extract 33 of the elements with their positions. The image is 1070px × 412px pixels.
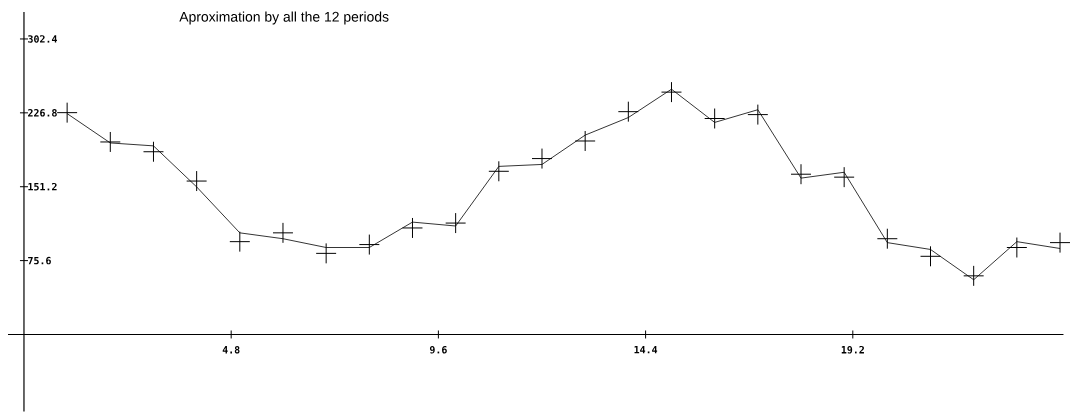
point: [229, 231, 251, 253]
point: [1006, 237, 1028, 258]
point: [704, 108, 726, 129]
point: [402, 217, 423, 239]
x-tick-label: 19.2: [841, 345, 864, 354]
chart-title: Aproximation by all the 12 periods: [179, 11, 389, 25]
point: [574, 130, 596, 152]
point: [876, 228, 898, 250]
point: [56, 102, 78, 124]
point: [186, 170, 208, 192]
point: [315, 242, 337, 264]
point: [488, 160, 510, 182]
y-tick-label: 302.4: [28, 35, 57, 43]
point: [272, 222, 294, 244]
point: [833, 166, 855, 188]
point: [531, 148, 553, 170]
point: [747, 104, 769, 126]
point: [963, 265, 985, 287]
point: [617, 101, 639, 123]
point: [99, 131, 121, 153]
point: [142, 141, 164, 163]
point: [661, 81, 682, 103]
x-tick-label: 9.6: [429, 345, 447, 354]
point: [358, 234, 380, 256]
point: [1049, 232, 1070, 254]
point: [920, 245, 941, 267]
x-tick-label: 14.4: [634, 345, 658, 354]
y-tick-label: 226.8: [28, 109, 57, 117]
point: [445, 212, 467, 234]
x-tick-label: 4.8: [222, 345, 240, 354]
y-tick-label: 75.6: [28, 256, 51, 265]
point: [790, 163, 812, 185]
y-tick-label: 151.2: [28, 182, 57, 191]
